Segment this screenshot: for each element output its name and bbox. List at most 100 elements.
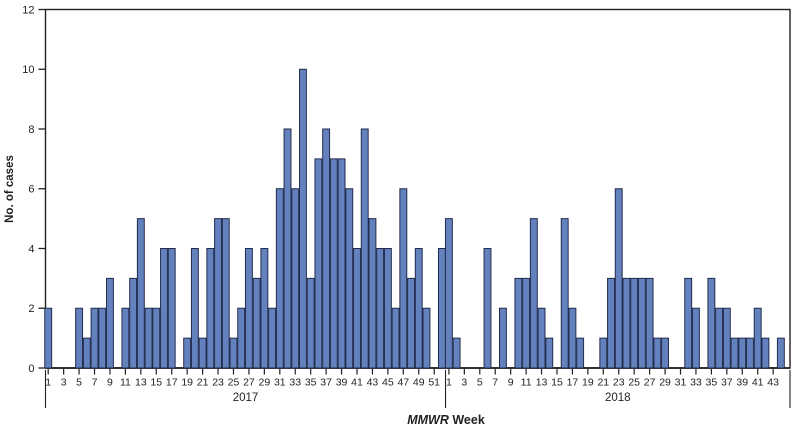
bar-2017-week-46 <box>391 307 400 369</box>
x-tick-label-2018-1: 1 <box>446 377 452 389</box>
bar-2017-week-36 <box>314 158 323 369</box>
x-tick-label-2018-13: 13 <box>536 377 548 389</box>
y-tick-label: 4 <box>28 243 34 255</box>
bar-2018-week-25 <box>630 277 639 369</box>
bar-2018-week-32 <box>684 277 693 369</box>
x-tick-label-2017-23: 23 <box>212 377 224 389</box>
y-axis-title: No. of cases <box>4 155 16 223</box>
bar-2018-week-38 <box>730 337 739 369</box>
bar-2017-week-45 <box>383 248 392 369</box>
x-tick-label-2018-43: 43 <box>767 377 779 389</box>
x-tick-label-2017-29: 29 <box>259 377 271 389</box>
x-tick-label-2018-31: 31 <box>675 377 687 389</box>
x-tick-label-2018-3: 3 <box>461 377 467 389</box>
x-tick-label-2017-3: 3 <box>61 377 67 389</box>
x-tick-label-2018-35: 35 <box>706 377 718 389</box>
bar-2017-week-17 <box>167 248 176 369</box>
bar-2018-week-40 <box>746 337 754 369</box>
y-tick-label: 6 <box>28 184 34 196</box>
bar-2018-week-44 <box>776 337 785 369</box>
bar-2018-week-36 <box>715 307 724 369</box>
bar-2017-week-49 <box>414 248 423 369</box>
x-tick-label-2017-27: 27 <box>243 377 255 389</box>
x-tick-label-2018-25: 25 <box>628 377 640 389</box>
bar-2017-week-41 <box>353 248 361 369</box>
x-tick-label-2017-41: 41 <box>351 377 363 389</box>
bar-2017-week-38 <box>329 158 338 369</box>
x-tick-label-2017-17: 17 <box>166 377 178 389</box>
x-tick-label-2017-47: 47 <box>397 377 409 389</box>
x-tick-label-2017-15: 15 <box>150 377 162 389</box>
bar-2018-week-26 <box>637 277 646 369</box>
bar-2018-week-6 <box>483 248 492 369</box>
bar-2017-week-35 <box>306 277 315 369</box>
year-label-2018: 2018 <box>605 392 631 404</box>
bar-2017-week-27 <box>244 248 253 369</box>
bar-2018-week-24 <box>622 277 631 369</box>
bar-2017-week-52 <box>437 248 446 369</box>
x-tick-label-2017-31: 31 <box>274 377 286 389</box>
x-tick-label-2017-5: 5 <box>76 377 82 389</box>
x-tick-label-2018-11: 11 <box>521 377 532 389</box>
x-tick-label-2017-49: 49 <box>413 377 425 389</box>
bar-2017-week-50 <box>422 307 431 369</box>
bar-2017-week-32 <box>283 128 292 369</box>
bar-2017-week-42 <box>360 128 369 369</box>
bar-2017-week-34 <box>299 68 307 369</box>
bar-2018-week-28 <box>653 337 662 369</box>
x-tick-label-2018-33: 33 <box>690 377 702 389</box>
bar-2017-week-5 <box>75 307 84 369</box>
x-tick-label-2018-9: 9 <box>508 377 514 389</box>
x-tick-label-2017-7: 7 <box>92 377 98 389</box>
bar-2017-week-9 <box>106 277 114 369</box>
bar-2017-week-22 <box>206 248 215 369</box>
y-tick-label: 8 <box>28 124 34 136</box>
bar-2018-week-39 <box>738 337 747 369</box>
x-tick-label-2017-19: 19 <box>181 377 193 389</box>
x-tick-label-2018-17: 17 <box>567 377 579 389</box>
bar-2018-week-16 <box>560 218 569 369</box>
bar-2018-week-10 <box>514 277 523 369</box>
bar-2017-week-30 <box>268 307 277 369</box>
bar-2018-week-11 <box>522 277 531 369</box>
bar-2017-week-15 <box>152 307 161 369</box>
x-tick-label-2018-15: 15 <box>551 377 563 389</box>
bar-2018-week-8 <box>498 307 507 369</box>
bar-2017-week-25 <box>229 337 238 369</box>
y-tick-label: 12 <box>22 4 34 16</box>
bar-2017-week-11 <box>121 307 130 369</box>
y-tick-label: 2 <box>28 303 34 315</box>
bar-2017-week-44 <box>376 248 385 369</box>
bar-2017-week-28 <box>252 277 261 369</box>
bar-2017-week-1 <box>44 307 53 369</box>
x-tick-label-2018-29: 29 <box>659 377 671 389</box>
x-tick-label-2017-25: 25 <box>228 377 240 389</box>
bar-2017-week-37 <box>322 128 331 369</box>
x-tick-label-2017-21: 21 <box>197 377 209 389</box>
bar-2017-week-12 <box>129 277 138 369</box>
x-tick-label-2017-13: 13 <box>135 377 147 389</box>
x-tick-label-2017-51: 51 <box>428 377 440 389</box>
x-tick-label-2017-35: 35 <box>305 377 317 389</box>
bar-2018-week-2 <box>452 337 461 369</box>
bar-2018-week-37 <box>722 307 731 369</box>
y-tick-label: 0 <box>28 363 34 375</box>
y-tick-label: 10 <box>22 64 34 76</box>
year-label-2017: 2017 <box>233 392 259 404</box>
x-axis-title-italic: MMWR <box>407 413 449 427</box>
bar-2017-week-43 <box>368 218 377 369</box>
bar-2017-week-14 <box>144 307 153 369</box>
x-tick-label-2018-41: 41 <box>752 377 764 389</box>
bar-2018-week-14 <box>545 337 554 369</box>
bar-2018-week-1 <box>444 218 453 369</box>
bar-2017-week-13 <box>136 218 145 369</box>
bar-2017-week-20 <box>190 248 199 369</box>
x-tick-label-2017-33: 33 <box>289 377 301 389</box>
bar-2018-week-35 <box>707 277 716 369</box>
bar-2018-week-18 <box>576 337 585 369</box>
bar-2017-week-23 <box>214 218 222 369</box>
bar-2017-week-39 <box>337 158 346 369</box>
bar-2017-week-47 <box>399 188 408 369</box>
bar-2018-week-33 <box>691 307 700 369</box>
